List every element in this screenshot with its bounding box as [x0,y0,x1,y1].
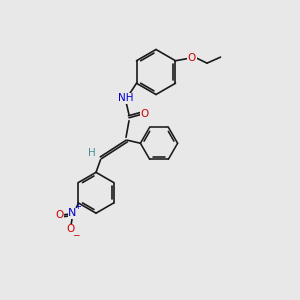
Text: NH: NH [118,93,134,103]
Text: O: O [67,224,75,234]
Text: O: O [55,210,63,220]
Text: +: + [74,202,81,211]
Text: O: O [140,109,149,119]
Text: −: − [73,230,80,239]
Text: O: O [188,53,196,63]
Text: N: N [68,208,76,218]
Text: H: H [88,148,96,158]
